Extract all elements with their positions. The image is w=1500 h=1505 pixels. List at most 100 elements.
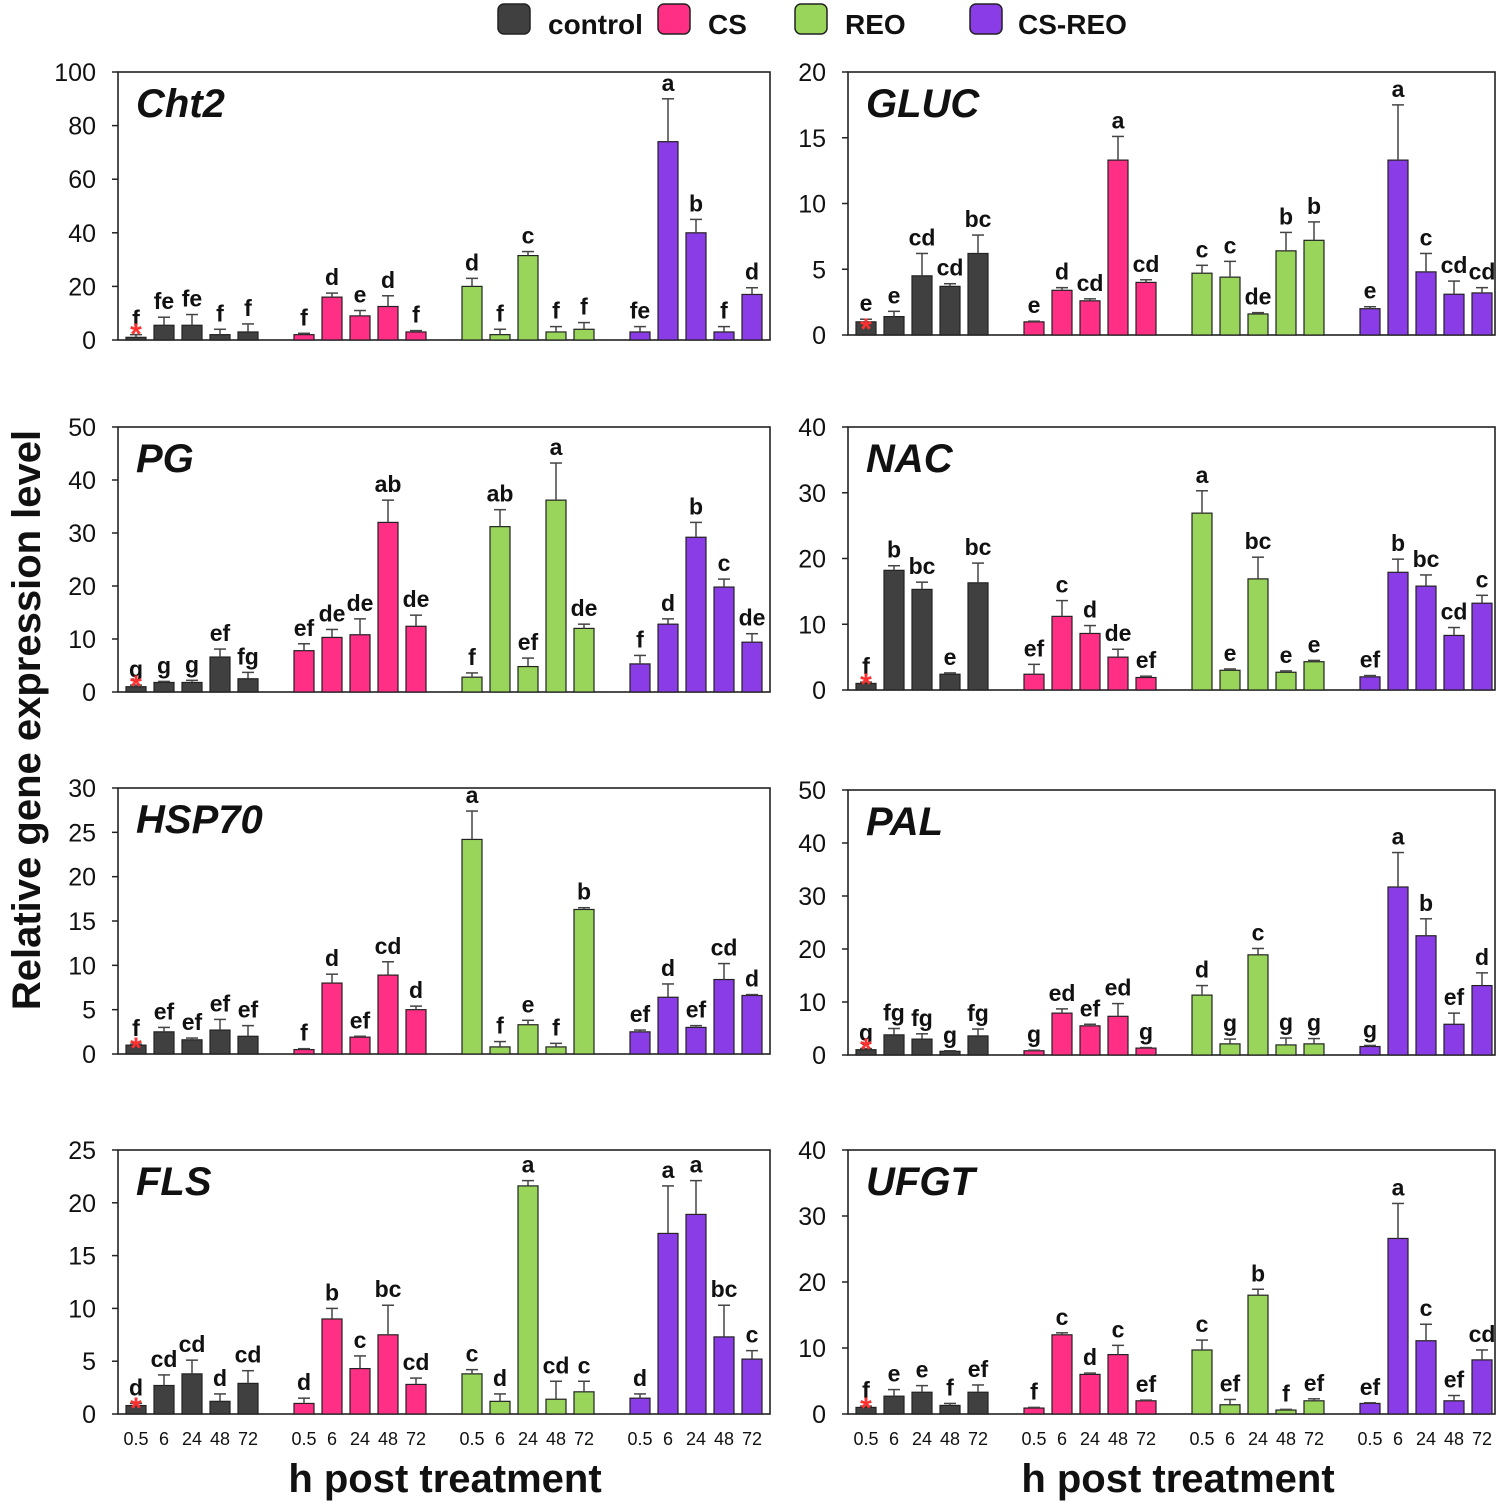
x-tick-label: 72	[238, 1429, 258, 1449]
significance-letter: d	[661, 590, 675, 616]
bar-cs-6	[1051, 289, 1073, 336]
legend-swatch-cs-reo	[969, 3, 1003, 35]
bar-reo-48	[545, 499, 567, 693]
bar-cs-reo-48	[1443, 1400, 1465, 1415]
bar-cs-0-5	[293, 1048, 315, 1055]
significance-letter: f	[552, 1014, 560, 1040]
bar-control-24	[911, 1391, 933, 1415]
gene-title: PG	[136, 437, 194, 481]
significance-letter: cd	[403, 1349, 430, 1375]
significance-letter: ed	[1049, 980, 1076, 1006]
bar-cs-reo-48	[713, 586, 735, 693]
bar-cs-reo-24	[685, 1213, 707, 1415]
bar-control-72	[967, 1035, 989, 1056]
y-tick-label: 10	[68, 952, 96, 980]
bar-control-24	[911, 1038, 933, 1056]
significance-letter: c	[1112, 1316, 1125, 1342]
significance-letter: g	[1363, 1016, 1377, 1042]
significance-letter: d	[661, 955, 675, 981]
bar-cs-reo-0-5	[629, 331, 651, 341]
significance-letter: f	[496, 1013, 504, 1039]
bar-cs-reo-48	[1443, 293, 1465, 336]
y-tick-label: 20	[68, 573, 96, 601]
y-tick-label: 0	[812, 322, 826, 350]
bar-cs-reo-72	[741, 641, 763, 693]
bar-cs-reo-72	[1471, 292, 1493, 336]
bar-reo-48	[545, 331, 567, 341]
bar-cs-reo-72	[741, 994, 763, 1055]
significance-letter: e	[860, 290, 873, 316]
significance-letter: bc	[1245, 528, 1272, 554]
bar-cs-6	[1051, 1012, 1073, 1056]
bar-cs-72	[1135, 676, 1157, 691]
bar-cs-72	[1135, 1047, 1157, 1056]
significance-letter: ed	[1105, 975, 1132, 1001]
significance-letter: f	[862, 1377, 870, 1403]
reference-star-icon: *	[130, 1392, 142, 1425]
significance-letter: ab	[487, 481, 514, 507]
significance-letter: a	[1112, 107, 1125, 133]
bar-cs-24	[349, 1036, 371, 1055]
bar-cs-72	[1135, 281, 1157, 336]
x-tick-label: 72	[574, 1429, 594, 1449]
bar-control-6	[153, 1031, 175, 1055]
bar-cs-reo-48	[713, 1336, 735, 1415]
reference-star-icon: *	[860, 668, 872, 701]
significance-letter: ab	[375, 471, 402, 497]
significance-letter: d	[129, 1374, 143, 1400]
reference-star-icon: *	[130, 318, 142, 351]
significance-letter: d	[633, 1365, 647, 1391]
y-tick-label: 15	[68, 908, 96, 936]
legend-label-control: control	[548, 9, 643, 40]
significance-letter: ef	[1360, 1374, 1381, 1400]
x-tick-label: 72	[1136, 1429, 1156, 1449]
series-cs: f cdc ef	[1023, 1304, 1157, 1415]
significance-letter: cd	[1077, 270, 1104, 296]
significance-letter: bc	[965, 534, 992, 560]
series-cs-reo: fd b c de	[629, 493, 765, 693]
y-tick-label: 40	[798, 414, 826, 442]
y-tick-label: 80	[68, 113, 96, 141]
x-tick-label: 24	[1080, 1429, 1100, 1449]
bar-reo-6	[1219, 1043, 1241, 1056]
significance-letter: b	[1419, 890, 1433, 916]
bar-control-72	[967, 1391, 989, 1415]
y-tick-label: 40	[798, 830, 826, 858]
x-tick-label: 6	[1057, 1429, 1067, 1449]
bar-reo-48	[1275, 1409, 1297, 1415]
y-tick-label: 40	[68, 467, 96, 495]
bar-control-48	[209, 1400, 231, 1415]
bar-cs-24	[349, 315, 371, 341]
bar-control-6	[883, 1034, 905, 1056]
series-control: ffe fef f	[125, 286, 259, 341]
y-tick-label: 10	[68, 1295, 96, 1323]
significance-letter: fe	[182, 286, 202, 312]
gene-title: NAC	[866, 437, 954, 481]
significance-letter: d	[1195, 957, 1209, 983]
significance-letter: c	[1196, 1311, 1209, 1337]
x-tick-label: 0.5	[627, 1429, 652, 1449]
significance-letter: f	[636, 626, 644, 652]
x-tick-label: 6	[663, 1429, 673, 1449]
bar-cs-24	[349, 634, 371, 693]
significance-letter: ef	[630, 1001, 651, 1027]
significance-letter: a	[466, 782, 479, 808]
significance-letter: cd	[151, 1346, 178, 1372]
significance-letter: b	[689, 493, 703, 519]
bar-cs-48	[1107, 1353, 1129, 1415]
x-tick-label: 6	[495, 1429, 505, 1449]
y-tick-label: 30	[68, 775, 96, 803]
y-tick-label: 10	[798, 1335, 826, 1363]
gene-title: HSP70	[136, 798, 263, 842]
bar-reo-0-5	[1191, 272, 1213, 336]
significance-letter: b	[1391, 530, 1405, 556]
significance-letter: f	[300, 304, 308, 330]
